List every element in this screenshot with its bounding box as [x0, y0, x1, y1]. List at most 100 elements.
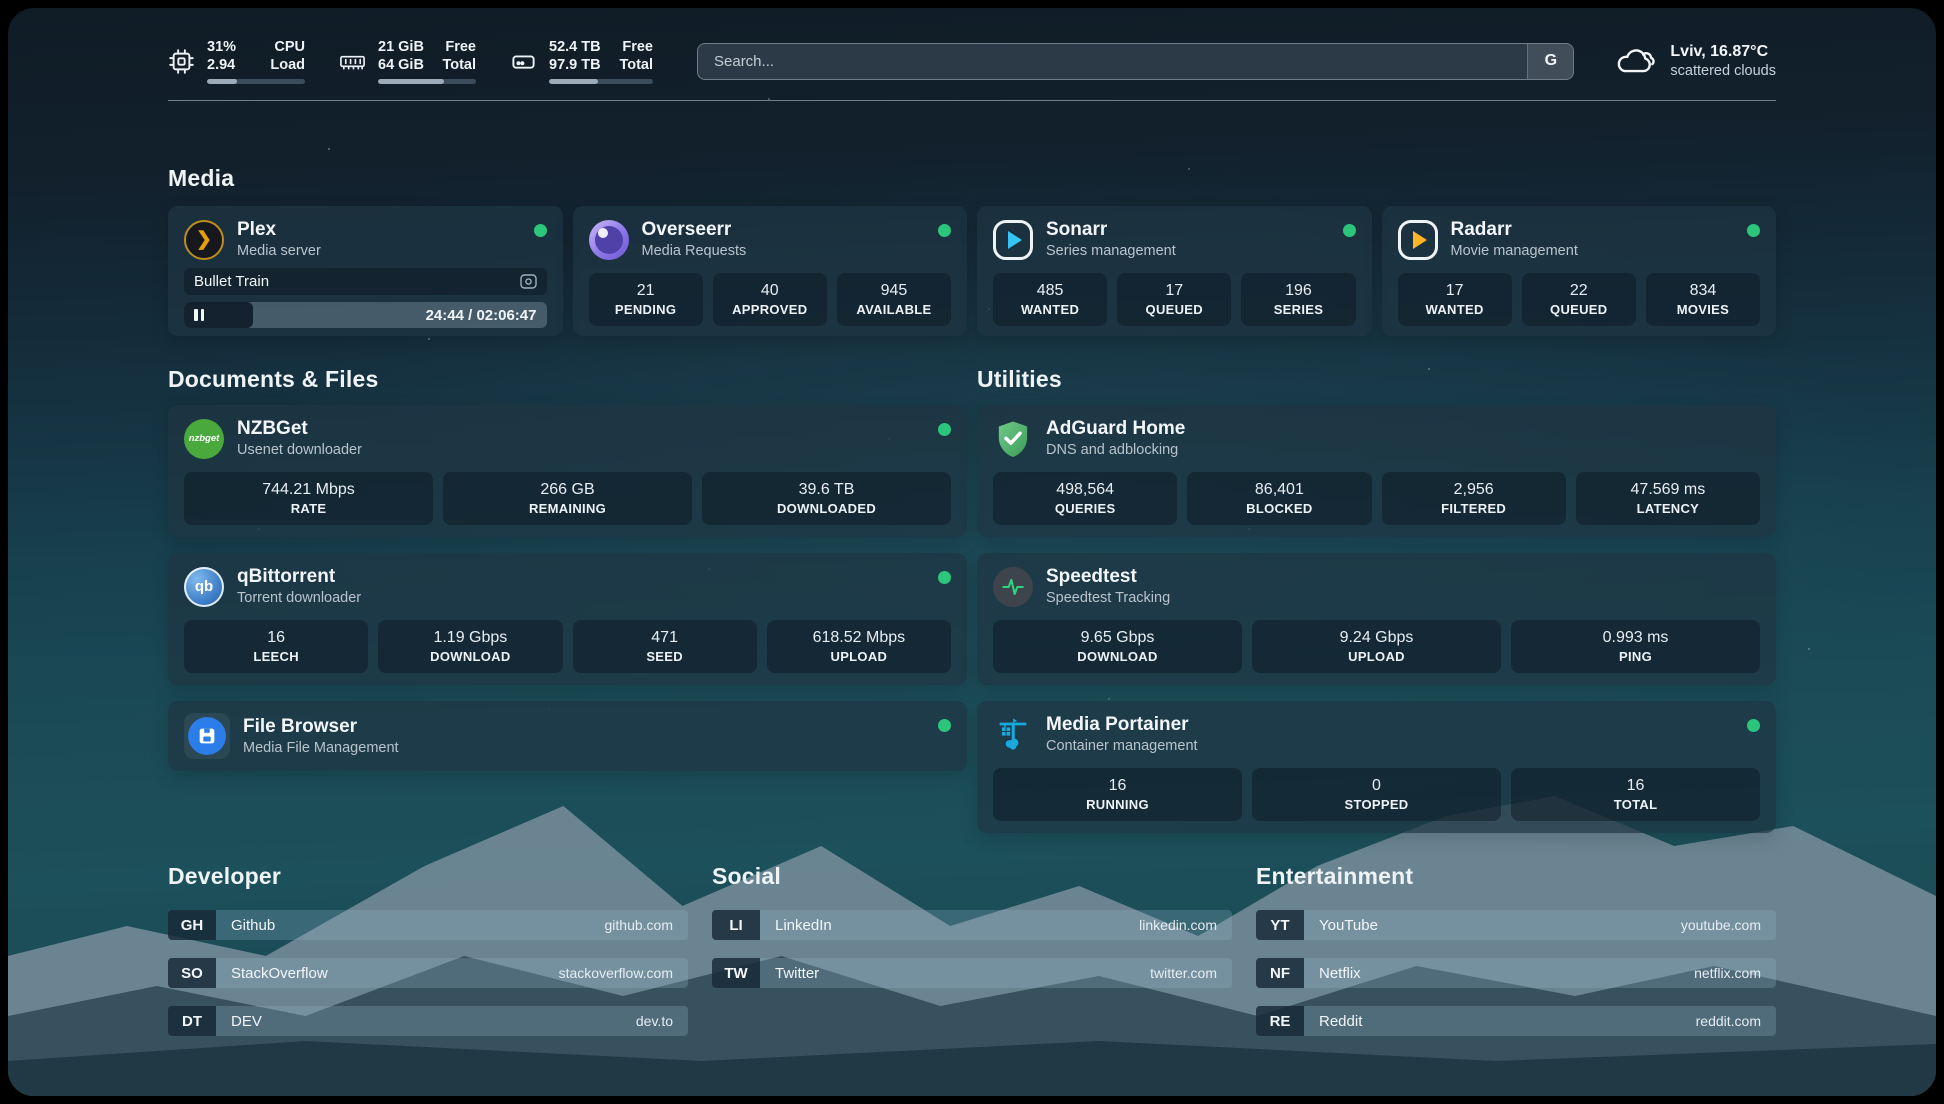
stat-value: 471 — [651, 629, 678, 646]
memory-progress-bar — [378, 79, 476, 84]
card-adguard[interactable]: AdGuard Home DNS and adblocking 498,564 Q… — [977, 405, 1776, 537]
stat-value: 86,401 — [1254, 481, 1304, 498]
card-title: NZBGet — [237, 418, 308, 439]
bookmark-url: linkedin.com — [1139, 917, 1217, 933]
stat-value: 21 — [636, 282, 655, 299]
bookmark-name: YouTube — [1319, 916, 1378, 934]
stat-label: LEECH — [253, 649, 299, 664]
playback-progress-bar[interactable]: 24:44 / 02:06:47 — [184, 302, 547, 328]
stat-value: 485 — [1036, 282, 1064, 299]
bookmark-url: dev.to — [635, 1013, 673, 1029]
bookmark-abbr: DT — [168, 1006, 216, 1036]
card-title: Speedtest — [1046, 566, 1137, 587]
memory-total-value: 64 GiB — [378, 57, 424, 73]
stat-value: 16 — [1108, 777, 1127, 794]
stat-label: QUEUED — [1550, 302, 1608, 317]
stat-box: 9.24 Gbps UPLOAD — [1252, 620, 1501, 673]
stat-value: 266 GB — [540, 481, 595, 498]
card-title: Radarr — [1450, 219, 1512, 240]
bookmark-link[interactable]: NF Netflix netflix.com — [1256, 958, 1776, 988]
disk-free-label: Free — [622, 39, 653, 55]
card-title: Plex — [237, 219, 277, 240]
memory-free-label: Free — [445, 39, 476, 55]
disk-free-value: 52.4 TB — [549, 39, 601, 55]
stats-row: 498,564 QUERIES 86,401 BLOCKED 2,956 FILTERED… — [993, 472, 1760, 525]
bookmark-link[interactable]: TW Twitter twitter.com — [712, 958, 1232, 988]
stat-value: 9.24 Gbps — [1339, 629, 1414, 646]
bookmark-link[interactable]: YT YouTube youtube.com — [1256, 910, 1776, 940]
bookmark-name: Twitter — [775, 964, 820, 982]
stat-label: AVAILABLE — [856, 302, 932, 317]
card-filebrowser[interactable]: File Browser Media File Management — [168, 701, 967, 771]
card-radarr[interactable]: Radarr Movie management 17 WANTED 22 QUEUED… — [1381, 206, 1776, 336]
bookmark-link[interactable]: DT DEV dev.to — [168, 1006, 688, 1036]
card-nzbget[interactable]: nzbget NZBGet Usenet downloader 744.21 M… — [168, 405, 967, 537]
snow-specks — [8, 8, 10, 10]
now-playing-bar: Bullet Train — [184, 268, 547, 295]
stat-value: 498,564 — [1056, 481, 1115, 498]
stat-box: 21 PENDING — [588, 273, 703, 326]
utilities-heading: Utilities — [977, 366, 1062, 392]
section-entertainment: Entertainment YT YouTube youtube.com NF Netf… — [1256, 863, 1776, 1036]
card-title: Sonarr — [1046, 219, 1108, 240]
stat-label: SERIES — [1273, 302, 1324, 317]
bookmark-url: netflix.com — [1694, 965, 1761, 981]
stat-box: 485 WANTED — [993, 273, 1108, 326]
bookmark-link[interactable]: LI LinkedIn linkedin.com — [712, 910, 1232, 940]
stat-value: 0 — [1372, 777, 1381, 794]
card-portainer[interactable]: Media Portainer Container management 16 R… — [977, 701, 1776, 833]
search-input[interactable] — [698, 43, 1528, 79]
stat-label: RUNNING — [1086, 797, 1149, 812]
disk-progress-bar — [549, 79, 653, 84]
card-plex[interactable]: ❯ Plex Media server Bullet Train — [168, 206, 563, 336]
card-speedtest[interactable]: Speedtest Speedtest Tracking 9.65 Gbps DO… — [977, 553, 1776, 685]
stat-value: 9.65 Gbps — [1080, 629, 1155, 646]
plex-icon: ❯ — [184, 219, 224, 260]
stat-box: 0 STOPPED — [1252, 768, 1501, 821]
bookmark-name: DEV — [231, 1012, 262, 1030]
card-subtitle: Media File Management — [243, 739, 399, 756]
stat-box: 40 APPROVED — [712, 273, 827, 326]
stat-box: 17 QUEUED — [1117, 273, 1232, 326]
card-qbittorrent[interactable]: qb qBittorrent Torrent downloader 16 LEEC… — [168, 553, 967, 685]
card-title: Media Portainer — [1046, 714, 1189, 735]
stat-value: 744.21 Mbps — [262, 481, 355, 498]
social-heading: Social — [712, 863, 781, 889]
stat-label: DOWNLOADED — [776, 501, 877, 516]
bookmark-url: stackoverflow.com — [558, 965, 673, 981]
search-engine-button[interactable]: G — [1527, 43, 1574, 79]
now-playing-title: Bullet Train — [194, 273, 270, 290]
qbittorrent-icon: qb — [184, 566, 224, 607]
stat-box: 1.19 Gbps DOWNLOAD — [378, 620, 563, 673]
stat-label: QUERIES — [1054, 501, 1116, 516]
stat-label: TOTAL — [1613, 797, 1658, 812]
stat-label: LATENCY — [1636, 501, 1700, 516]
stat-box: 945 AVAILABLE — [836, 273, 952, 326]
overseerr-icon — [588, 219, 629, 260]
status-online-dot — [1747, 224, 1760, 237]
pause-icon[interactable] — [194, 309, 204, 321]
stats-row: 16 RUNNING 0 STOPPED 16 TOTAL — [993, 768, 1760, 821]
card-subtitle: Speedtest Tracking — [1046, 590, 1171, 606]
card-title: File Browser — [243, 715, 358, 737]
search-bar[interactable]: G — [697, 42, 1575, 80]
stats-row: 21 PENDING 40 APPROVED 945 AVAILABLE — [588, 273, 952, 326]
status-online-dot — [1342, 224, 1356, 237]
bookmark-link[interactable]: RE Reddit reddit.com — [1256, 1006, 1776, 1036]
cpu-icon — [169, 48, 194, 74]
stat-box: 471 SEED — [572, 620, 757, 673]
adguard-icon — [993, 419, 1033, 459]
card-overseerr[interactable]: Overseerr Media Requests 21 PENDING 40 APPR… — [572, 206, 967, 336]
stat-label: FILTERED — [1441, 501, 1507, 516]
card-sonarr[interactable]: Sonarr Series management 485 WANTED 17 QUEU… — [977, 206, 1372, 336]
developer-link-list: GH Github github.com SO StackOverflow stackov… — [168, 910, 688, 1036]
stat-box: 9.65 Gbps DOWNLOAD — [993, 620, 1242, 673]
stat-label: PENDING — [614, 302, 677, 317]
bookmark-link[interactable]: GH Github github.com — [168, 910, 688, 940]
status-online-dot — [938, 224, 951, 237]
card-subtitle: Container management — [1046, 738, 1198, 754]
bookmark-link[interactable]: SO StackOverflow stackoverflow.com — [168, 958, 688, 988]
memory-free-value: 21 GiB — [378, 39, 424, 55]
social-link-list: LI LinkedIn linkedin.com TW Twitter twitter.c… — [712, 910, 1232, 988]
status-online-dot — [1747, 719, 1760, 732]
